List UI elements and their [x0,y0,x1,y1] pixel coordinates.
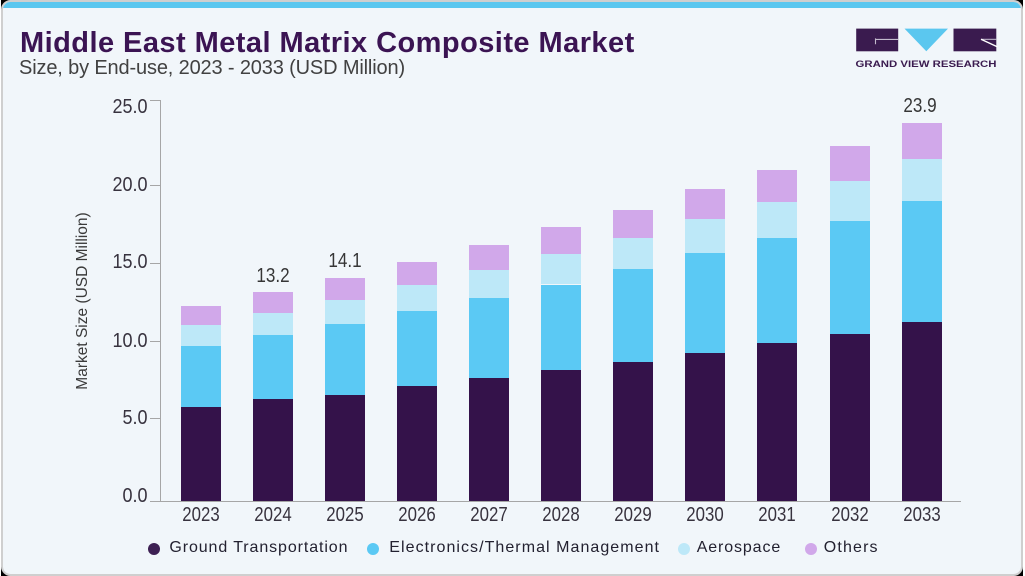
svg-text:GRAND VIEW RESEARCH: GRAND VIEW RESEARCH [856,58,997,69]
